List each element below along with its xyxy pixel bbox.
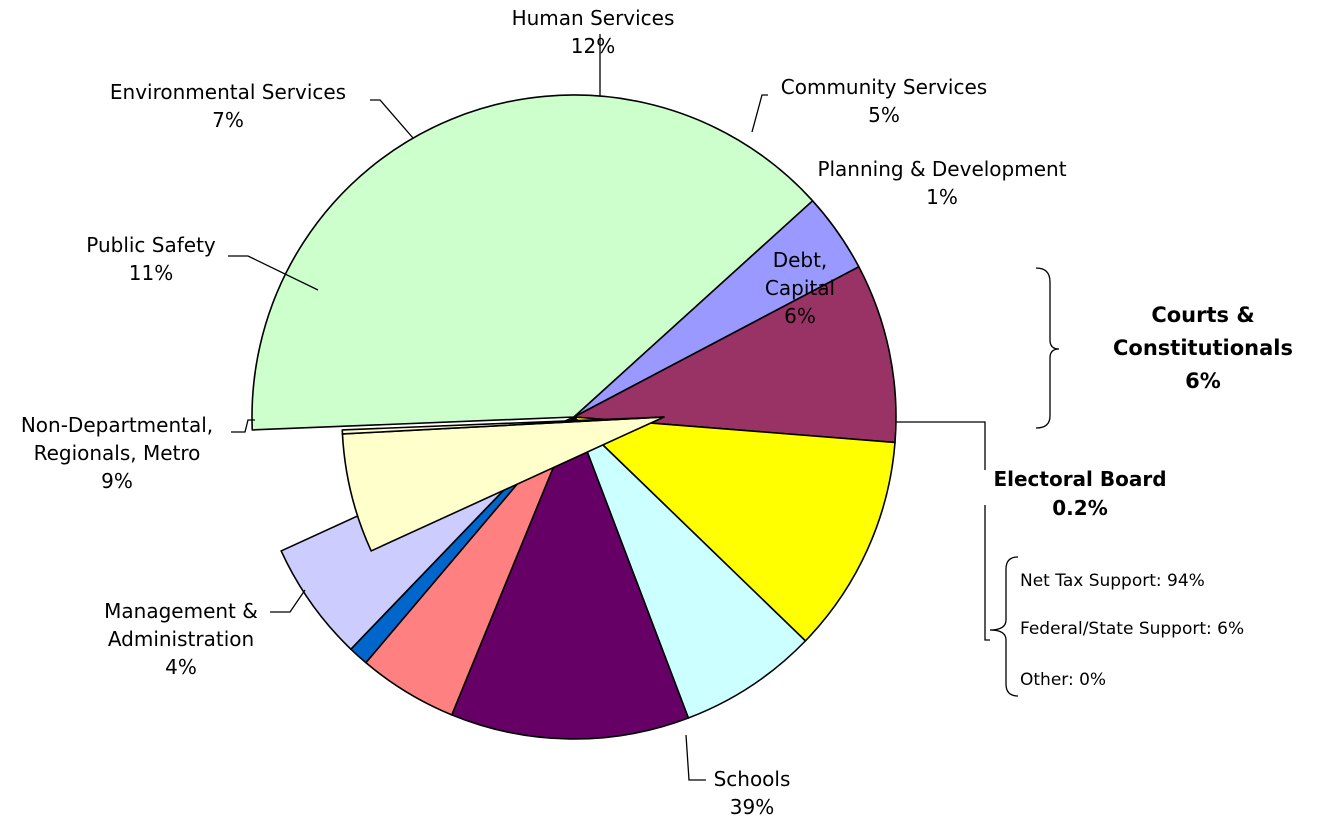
slice-public-safety <box>573 416 896 642</box>
leader-line-community-services <box>751 94 768 133</box>
leader-line-non-departmental <box>231 419 255 433</box>
pct-debt-capital: 6% <box>784 304 816 328</box>
pie-slices <box>251 94 897 740</box>
label-electoral-board: Electoral Board <box>993 467 1166 491</box>
leader-line-electoral-board <box>896 421 986 470</box>
label-management-line2: Administration <box>108 627 254 651</box>
pct-schools: 39% <box>730 795 774 819</box>
slice-schools <box>251 94 814 431</box>
slice-electoral-board <box>341 416 665 435</box>
label-public-safety: Public Safety <box>86 233 216 257</box>
label-courts-line2: Constitutionals <box>1113 336 1293 360</box>
label-schools: Schools <box>714 767 791 791</box>
leader-line-schools <box>685 734 706 781</box>
pct-non-departmental: 9% <box>101 469 133 493</box>
label-environmental-services: Environmental Services <box>110 80 346 104</box>
label-human-services: Human Services <box>512 6 675 30</box>
pct-electoral-board: 0.2% <box>1052 496 1107 520</box>
leader-line-environmental-services <box>370 99 414 139</box>
slice-courts-constitutionals <box>341 416 665 552</box>
label-non-departmental-line1: Non-Departmental, <box>21 413 213 437</box>
funding-bracket <box>989 556 1019 697</box>
breakdown-net-tax: Net Tax Support: 94% <box>1020 571 1205 591</box>
label-courts-line1: Courts & <box>1151 303 1254 327</box>
pct-community-services: 5% <box>868 103 900 127</box>
slice-human-services <box>450 416 690 740</box>
label-planning-development: Planning & Development <box>817 157 1066 181</box>
leader-lines <box>228 34 1060 781</box>
electoral-bracket-connector <box>984 505 990 641</box>
label-debt-capital-line2: Capital <box>765 276 835 300</box>
pct-courts: 6% <box>1185 369 1221 393</box>
slice-environmental-services <box>573 416 807 719</box>
label-non-departmental-line2: Regionals, Metro <box>34 441 201 465</box>
courts-bracket <box>1035 267 1060 429</box>
slice-labels: Human Services 12% Community Services 5%… <box>21 6 1293 819</box>
pct-planning-development: 1% <box>926 185 958 209</box>
pct-public-safety: 11% <box>129 261 173 285</box>
leader-line-public-safety <box>228 255 319 291</box>
label-debt-capital-line1: Debt, <box>773 248 828 272</box>
label-community-services: Community Services <box>781 75 987 99</box>
leader-line-management <box>270 589 306 613</box>
pct-management: 4% <box>165 655 197 679</box>
label-management-line1: Management & <box>104 599 258 623</box>
pct-human-services: 12% <box>571 34 615 58</box>
pct-environmental-services: 7% <box>212 108 244 132</box>
slice-non-departmental-regionals-metro <box>573 265 897 444</box>
breakdown-federal-state: Federal/State Support: 6% <box>1020 619 1244 639</box>
breakdown-other: Other: 0% <box>1020 670 1106 690</box>
